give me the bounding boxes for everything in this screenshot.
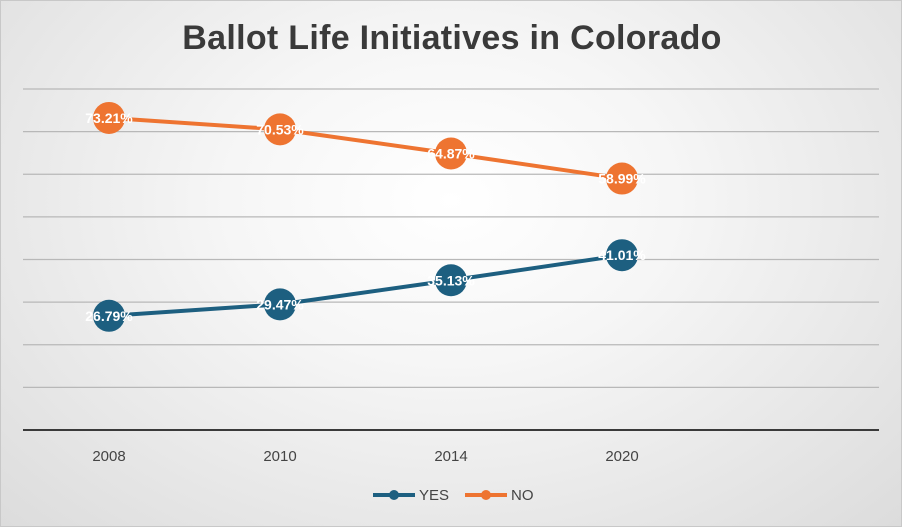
legend-marker-yes (389, 490, 399, 500)
legend-label-no: NO (511, 487, 534, 504)
data-point-yes (93, 299, 125, 332)
data-point-yes (435, 264, 467, 297)
data-label-yes: 35.13% (427, 272, 475, 288)
data-point-yes (606, 239, 638, 272)
legend-label-yes: YES (419, 487, 449, 504)
series-line-no (108, 115, 623, 181)
data-label-yes: 29.47% (256, 296, 304, 312)
data-point-no (264, 113, 296, 146)
data-label-no: 58.99% (598, 171, 646, 187)
data-point-no (93, 101, 125, 134)
data-point-no (606, 162, 638, 195)
series-line-yes (108, 253, 623, 318)
x-tick-label: 2008 (92, 448, 125, 465)
data-point-no (435, 137, 467, 170)
data-label-no: 64.87% (427, 145, 475, 161)
data-label-no: 70.53% (256, 121, 304, 137)
x-tick-label: 2020 (605, 448, 638, 465)
data-point-yes (264, 288, 296, 321)
x-tick-label: 2014 (434, 448, 467, 465)
data-label-yes: 41.01% (598, 247, 646, 263)
data-label-yes: 26.79% (85, 308, 133, 324)
chart-title: Ballot Life Initiatives in Colorado (182, 19, 722, 57)
legend-marker-no (481, 490, 491, 500)
data-label-no: 73.21% (85, 110, 133, 126)
x-tick-label: 2010 (263, 448, 296, 465)
